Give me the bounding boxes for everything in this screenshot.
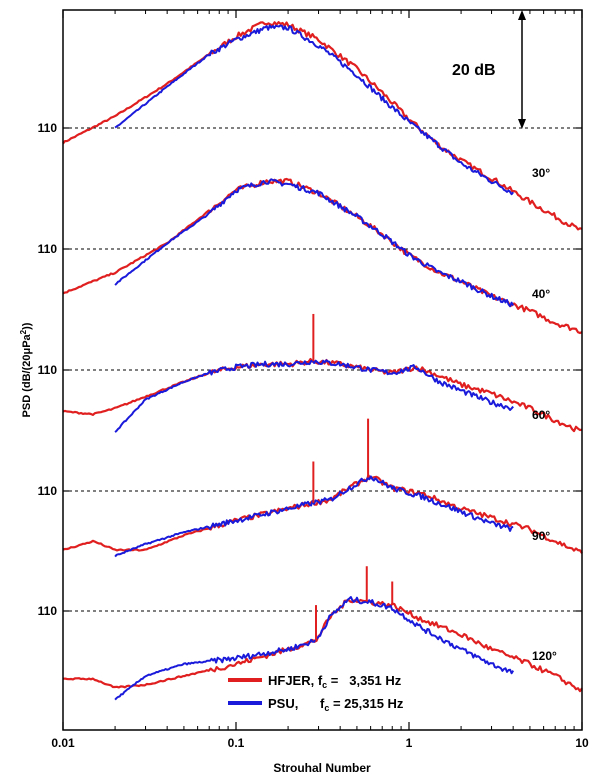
angle-label: 30° — [532, 166, 550, 180]
x-axis-label: Strouhal Number — [273, 761, 371, 775]
legend-label-hfjer-pre: HFJER, f — [268, 673, 323, 688]
y-axis-label-post: )) — [21, 322, 33, 330]
y-axis-label-pre: PSD (dB/(20 — [21, 355, 33, 418]
angle-label: 60° — [532, 408, 550, 422]
x-tick-label: 0.01 — [51, 736, 75, 750]
x-tick-label: 0.1 — [228, 736, 245, 750]
legend-label-hfjer-post: = 3,351 Hz — [327, 673, 402, 688]
reference-level-label: 110 — [38, 242, 58, 256]
series-line-psu — [114, 178, 515, 308]
x-tick-label: 1 — [406, 736, 413, 750]
reference-level-label: 110 — [38, 604, 58, 618]
series-line-hfjer — [62, 177, 583, 335]
scale-bar-label: 20 dB — [452, 62, 496, 79]
legend-label-psu-sub: c — [324, 703, 329, 713]
series-line-psu — [114, 359, 514, 433]
angle-label: 120° — [532, 649, 557, 663]
series-line-psu — [114, 596, 515, 701]
legend-label-hfjer-sub: c — [322, 680, 327, 690]
legend-label-psu-post: = 25,315 Hz — [329, 696, 404, 711]
y-axis-label-mid: Pa — [21, 333, 33, 347]
reference-level-label: 110 — [38, 484, 58, 498]
reference-level-label: 110 — [38, 363, 58, 377]
series-line-hfjer — [62, 598, 583, 693]
legend-label-psu-pre: PSU, f — [268, 696, 325, 711]
scale-bar: 20 dB — [452, 10, 526, 129]
angle-label: 90° — [532, 529, 550, 543]
plot-content — [62, 21, 583, 701]
legend-label-psu: PSU, fc = 25,315 Hz — [268, 696, 404, 713]
series-line-hfjer — [62, 474, 583, 554]
y-axis-label: PSD (dB/(20μPa2)) — [19, 322, 33, 417]
series-line-hfjer — [62, 21, 583, 231]
angle-label: 40° — [532, 287, 550, 301]
series-line-psu — [114, 475, 514, 558]
y-axis-label-sup: 2 — [19, 329, 28, 334]
reference-level-label: 110 — [38, 121, 58, 135]
legend: HFJER, fc = 3,351 Hz PSU, fc = 25,315 Hz — [228, 673, 404, 713]
y-axis-label-mu: μ — [21, 348, 33, 355]
series-line-psu — [114, 24, 514, 196]
x-tick-label: 10 — [575, 736, 589, 750]
legend-label-hfjer: HFJER, fc = 3,351 Hz — [268, 673, 402, 690]
